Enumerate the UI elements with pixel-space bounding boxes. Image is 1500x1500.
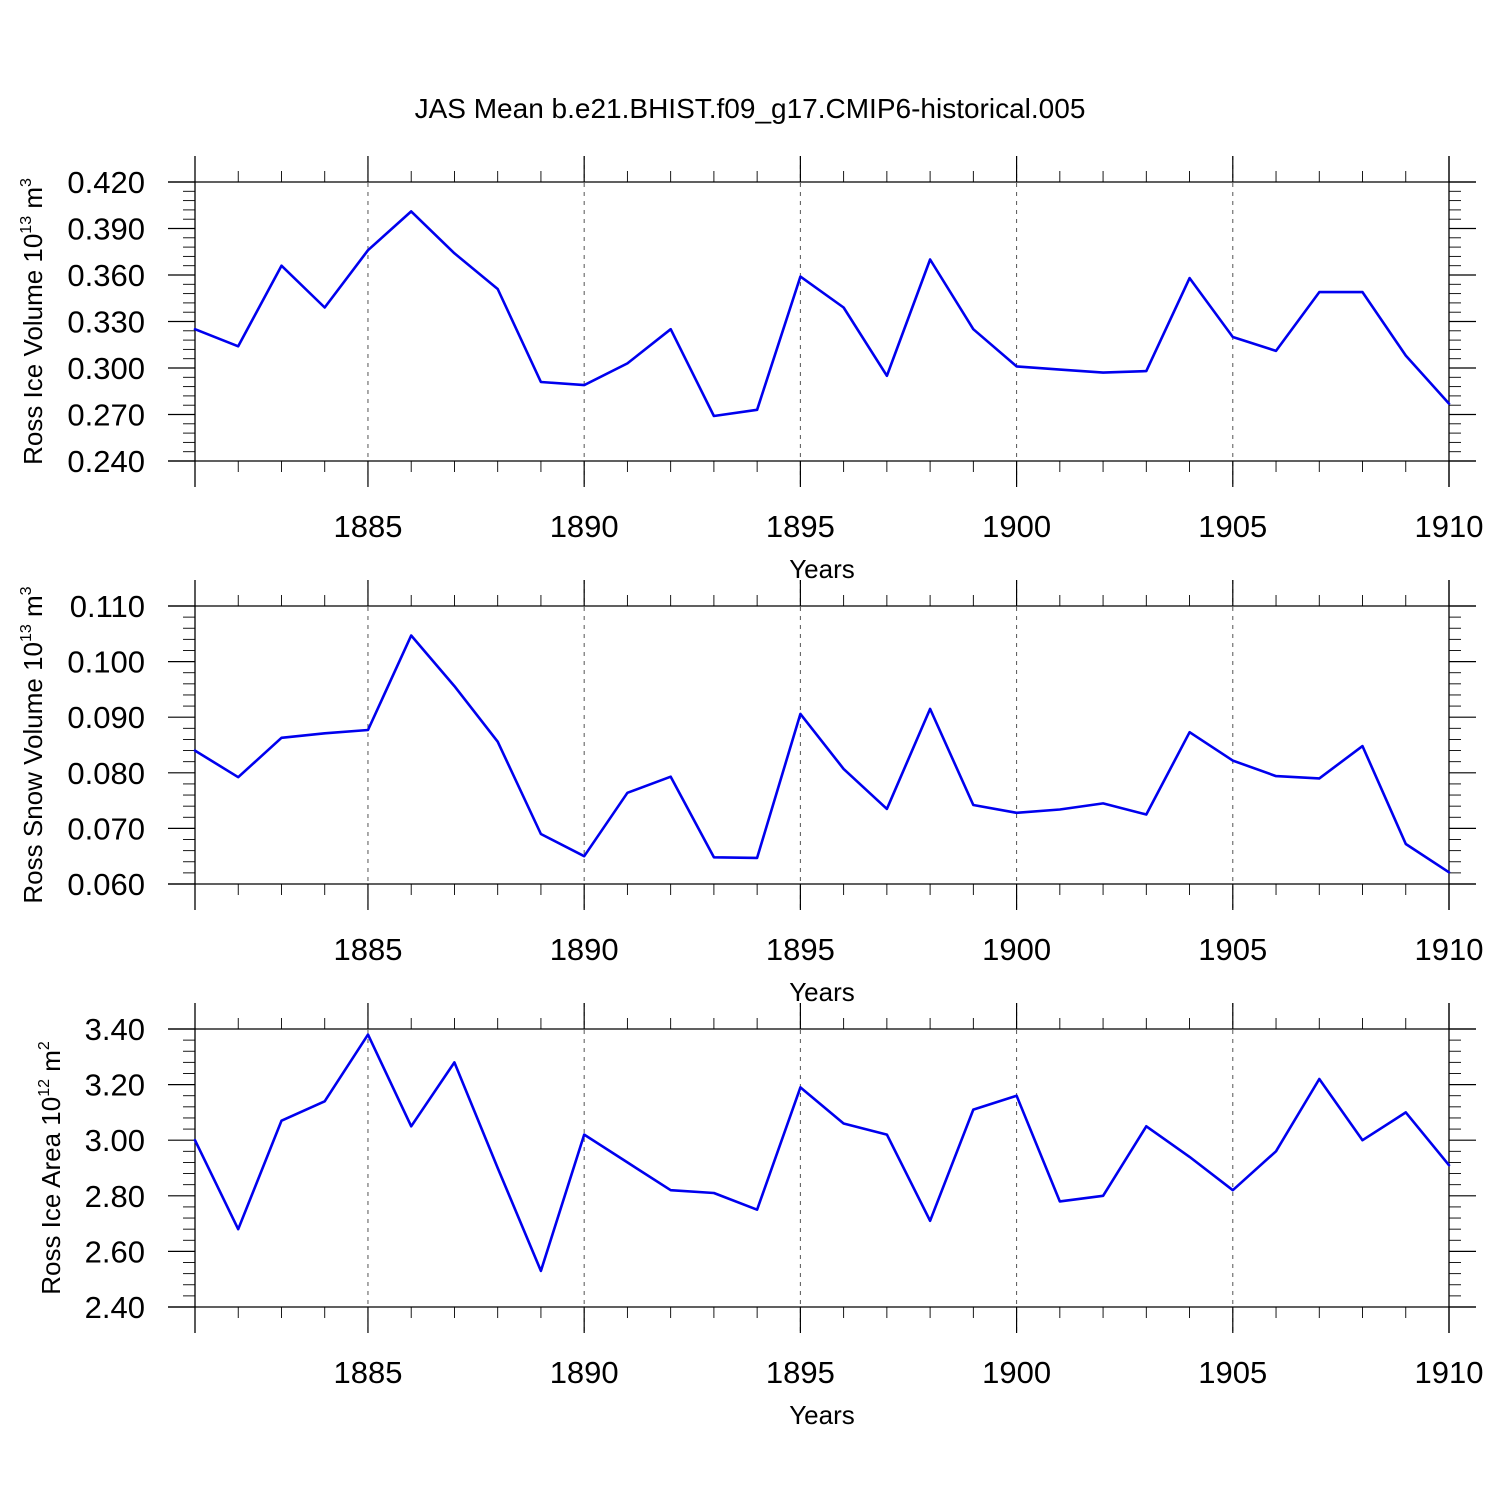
y-tick-label: 2.40 [85,1290,145,1325]
y-tick-label: 0.390 [67,212,145,247]
y-tick-label: 0.360 [67,258,145,293]
x-tick-label: 1890 [550,509,619,544]
x-tick-label: 1905 [1198,1355,1267,1390]
x-tick-label: 1905 [1198,932,1267,967]
y-axis-label-unit: m [36,1050,66,1079]
y-tick-label: 0.330 [67,305,145,340]
x-tick-label: 1895 [766,1355,835,1390]
series-line [193,634,1451,874]
y-tick-label: 0.090 [67,700,145,735]
y-tick-label: 0.060 [67,867,145,902]
series-line [193,1033,1451,1273]
y-axis-label-unit-exponent: 2 [36,1041,53,1050]
y-tick-label: 0.100 [67,645,145,680]
y-tick-label: 2.80 [85,1179,145,1214]
series-line [193,210,1451,418]
y-axis-label: Ross Ice Area 1012 m2 [36,1041,66,1295]
y-axis-label-exponent: 13 [18,216,35,234]
x-tick-label: 1885 [333,509,402,544]
panels: 0.240 0.270 0.300 0.330 0.360 0.390 0.420 1885 1… [18,156,1483,1430]
x-axis-label: Years [789,1400,855,1430]
y-tick-label: 0.110 [70,589,145,624]
x-tick-label: 1895 [766,509,835,544]
x-tick-label: 1905 [1198,509,1267,544]
y-tick-label: 0.070 [67,811,145,846]
y-axis-label: Ross Ice Volume 1013 m3 [18,178,48,465]
x-tick-label: 1895 [766,932,835,967]
y-axis-label-exponent: 13 [18,624,35,642]
y-axis-label-unit: m [18,595,48,624]
y-tick-label: 0.080 [67,756,145,791]
panel-1: 0.240 0.270 0.300 0.330 0.360 0.390 0.420 1885 1… [18,156,1483,584]
y-tick-label: 0.240 [67,444,145,479]
y-axis-label-text: Ross Ice Volume 10 [18,234,48,465]
y-tick-label: 0.420 [67,165,145,200]
y-tick-label: 3.00 [85,1123,145,1158]
y-axis-label-unit-exponent: 3 [18,586,35,595]
figure-title: JAS Mean b.e21.BHIST.f09_g17.CMIP6-histo… [415,93,1086,124]
x-tick-label: 1910 [1415,932,1484,967]
x-tick-label: 1890 [550,932,619,967]
y-axis-label-exponent: 12 [36,1079,53,1097]
x-axis-label: Years [789,977,855,1007]
y-tick-label: 2.60 [85,1234,145,1269]
y-tick-label: 3.20 [85,1068,145,1103]
x-tick-label: 1885 [333,932,402,967]
panel-3: 2.40 2.60 2.80 3.00 3.20 3.40 1885 1890 1895 1900… [36,1003,1483,1430]
x-tick-label: 1890 [550,1355,619,1390]
y-tick-label: 0.300 [67,351,145,386]
x-tick-label: 1910 [1415,1355,1484,1390]
x-tick-label: 1900 [982,1355,1051,1390]
y-axis-label-unit-exponent: 3 [18,178,35,187]
y-tick-label: 3.40 [85,1012,145,1047]
y-axis-label-text: Ross Ice Area 10 [36,1097,66,1295]
x-tick-label: 1900 [982,932,1051,967]
y-tick-label: 0.270 [67,398,145,433]
y-axis-label-text: Ross Snow Volume 10 [18,642,48,904]
x-tick-label: 1885 [333,1355,402,1390]
x-tick-label: 1910 [1415,509,1484,544]
x-axis-label: Years [789,554,855,584]
y-axis-label: Ross Snow Volume 1013 m3 [18,586,48,903]
x-tick-label: 1900 [982,509,1051,544]
y-axis-label-unit: m [18,187,48,216]
panel-2: 0.060 0.070 0.080 0.090 0.100 0.110 1885 1890 18… [18,580,1483,1007]
